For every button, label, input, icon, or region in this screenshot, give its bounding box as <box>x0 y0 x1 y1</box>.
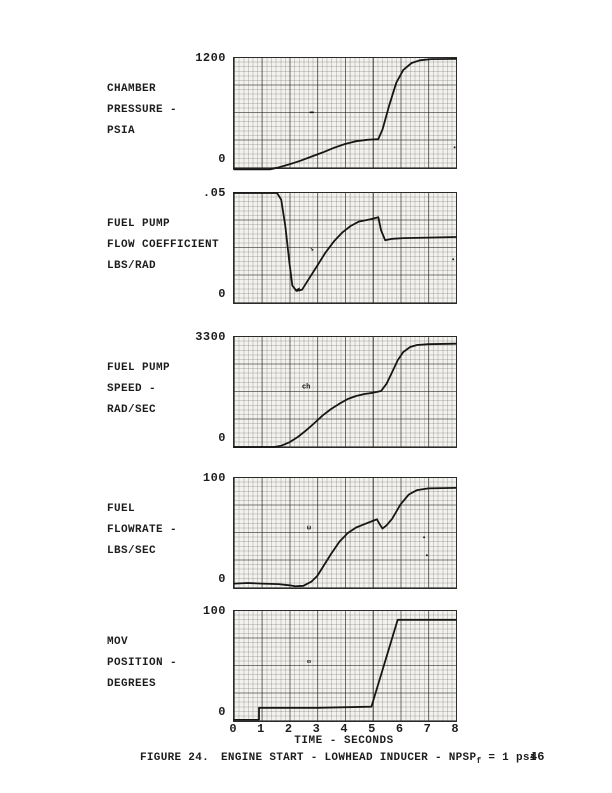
x-tick: 4 <box>340 722 348 736</box>
chart-row-mov-position: MOV POSITION - DEGREES 100 0 ∞ <box>0 604 612 722</box>
y-max-label: 3300 <box>195 330 226 344</box>
x-axis-ticks: 0 1 2 3 4 5 6 7 8 <box>0 722 612 736</box>
label-line: DEGREES <box>107 678 157 690</box>
label-line: PSIA <box>107 125 136 137</box>
x-tick: 5 <box>368 722 376 736</box>
plot-grid: ω ▪ ▪ <box>233 477 457 589</box>
y-max-label: 1200 <box>195 51 226 65</box>
curve-svg <box>233 618 457 721</box>
figure-caption: FIGURE 24. ENGINE START - LOWHEAD INDUCER… <box>140 752 537 766</box>
y-max-label: .05 <box>202 186 226 200</box>
chart-row-flow-coefficient: FUEL PUMP FLOW COEFFICIENT LBS/RAD .05 0… <box>0 186 612 304</box>
curve-svg <box>233 192 457 292</box>
chart-y-axis-title: FUEL PUMP SPEED - RAD/SEC <box>107 358 170 421</box>
figure-title-subscript: f <box>476 757 482 767</box>
label-line: FLOW COEFFICIENT <box>107 239 220 251</box>
chart-y-axis-title: MOV POSITION - DEGREES <box>107 632 177 695</box>
label-line: FUEL PUMP <box>107 362 171 374</box>
page-number: 46 <box>530 750 545 764</box>
x-tick: 6 <box>395 722 404 736</box>
label-line: CHAMBER <box>107 83 157 95</box>
plot-grid: ch <box>233 336 457 448</box>
plot-grid: ∞ <box>233 610 457 722</box>
chart-row-fuel-flowrate: FUEL FLOWRATE - LBS/SEC 100 0 ω ▪ ▪ <box>0 471 612 589</box>
label-line: LBS/RAD <box>107 260 157 272</box>
label-line: SPEED - <box>107 383 157 395</box>
plot-annotation-mark: ▪ <box>421 534 427 542</box>
x-tick: 2 <box>284 722 293 736</box>
y-max-label: 100 <box>202 471 226 485</box>
x-axis-label: TIME - SECONDS <box>294 735 394 747</box>
plot-annotation-mark: ω <box>306 524 312 533</box>
plot-annotation-mark: ▪ <box>452 144 457 153</box>
chart-row-chamber-pressure: CHAMBER PRESSURE - PSIA 1200 0 ▬ ▪ <box>0 51 612 171</box>
x-tick: 0 <box>229 722 237 736</box>
label-line: LBS/SEC <box>107 545 157 557</box>
label-line: POSITION - <box>107 657 178 669</box>
x-tick: 3 <box>312 722 320 736</box>
plot-grid: ↘ ◄ ▪ <box>233 192 457 304</box>
label-line: FUEL <box>107 503 136 515</box>
plot-annotation-mark: ch <box>301 383 311 392</box>
y-zero-label: 0 <box>218 572 226 586</box>
x-tick: 8 <box>451 722 459 736</box>
chart-row-pump-speed: FUEL PUMP SPEED - RAD/SEC 3300 0 ch <box>0 330 612 448</box>
plot-annotation-mark: ◄ <box>295 286 300 295</box>
y-zero-label: 0 <box>218 287 226 301</box>
x-tick: 7 <box>423 722 431 736</box>
label-line: FLOWRATE - <box>107 524 178 536</box>
chart-y-axis-title: CHAMBER PRESSURE - PSIA <box>107 79 177 142</box>
figure-title: ENGINE START - LOWHEAD INDUCER - NPSP <box>221 752 477 764</box>
y-zero-label: 0 <box>218 705 226 719</box>
curve-svg <box>233 342 457 448</box>
figure-number: FIGURE 24. <box>140 752 210 764</box>
plot-annotation-mark: ▪ <box>451 256 456 265</box>
y-zero-label: 0 <box>218 152 226 166</box>
curve-svg <box>233 487 457 588</box>
chart-y-axis-title: FUEL PUMP FLOW COEFFICIENT LBS/RAD <box>107 214 219 277</box>
y-zero-label: 0 <box>218 431 226 445</box>
curve-svg <box>233 58 457 171</box>
plot-annotation-mark: ▪ <box>424 552 429 561</box>
plot-annotation-mark: ∞ <box>306 658 312 667</box>
label-line: RAD/SEC <box>107 404 157 416</box>
plot-grid: ▬ ▪ <box>233 57 457 171</box>
figure-title-suffix: = 1 psi <box>481 752 537 764</box>
plot-annotation-mark: ▬ <box>309 108 314 117</box>
label-line: MOV <box>107 636 129 648</box>
chart-y-axis-title: FUEL FLOWRATE - LBS/SEC <box>107 499 177 562</box>
plot-annotation-mark: ↘ <box>309 245 314 254</box>
label-line: PRESSURE - <box>107 104 178 116</box>
label-line: FUEL PUMP <box>107 218 171 230</box>
x-tick: 1 <box>257 722 265 736</box>
y-max-label: 100 <box>202 604 226 618</box>
